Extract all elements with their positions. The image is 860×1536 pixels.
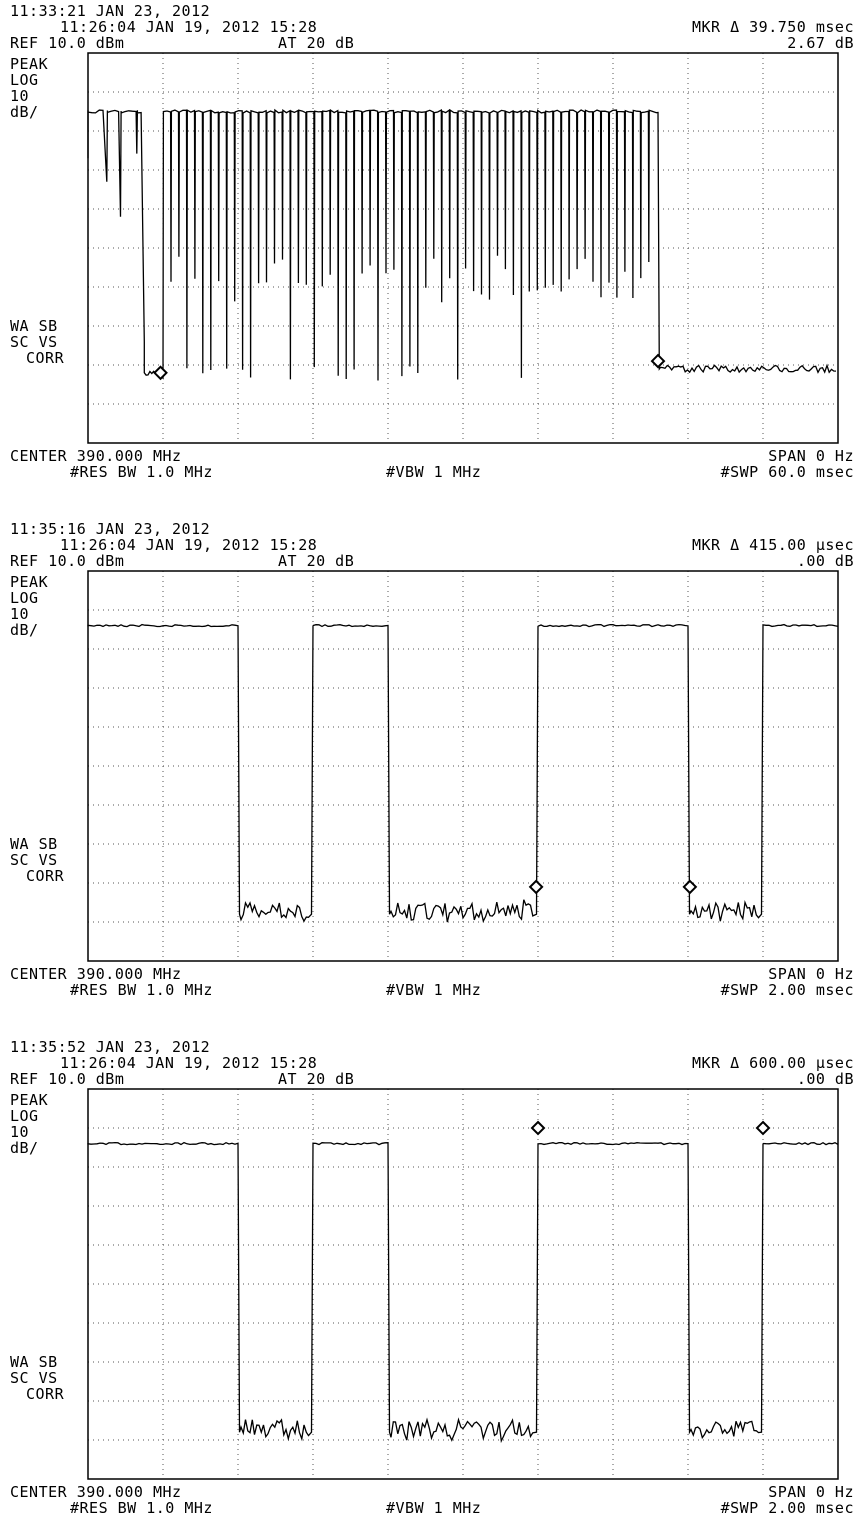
flag-label-1: WA SB [10, 1353, 58, 1371]
analyzer-panel-2: 11:35:16 JAN 23, 2012 11:26:04 JAN 19, 20… [0, 518, 860, 1018]
scale-unit-label: dB/ [10, 103, 39, 121]
span-label: SPAN 0 Hz [768, 447, 854, 465]
flag-label-2: SC VS [10, 333, 58, 351]
stored-timestamp-label: 11:26:04 JAN 19, 2012 15:28 [60, 536, 318, 554]
signal-trace [87, 1141, 839, 1444]
scale-unit-label: dB/ [10, 621, 39, 639]
center-frequency-label: CENTER 390.000 MHz [10, 965, 182, 983]
flag-label-2: SC VS [10, 851, 58, 869]
marker-delta-label: .00 dB [796, 1070, 854, 1088]
marker-readout-label: MKR Δ 415.00 μsec [691, 536, 854, 554]
analyzer-panel-1: 11:33:21 JAN 23, 2012 11:26:04 JAN 19, 20… [0, 0, 860, 500]
plot-frame [87, 52, 839, 444]
span-label: SPAN 0 Hz [768, 965, 854, 983]
detector-label: PEAK [10, 55, 49, 73]
marker-readout-label: MKR Δ 600.00 μsec [691, 1054, 854, 1072]
plot-frame [87, 1088, 839, 1480]
flag-label-3: CORR [26, 1385, 65, 1403]
marker-diamond-2 [755, 1120, 771, 1136]
flag-label-3: CORR [26, 349, 65, 367]
signal-trace [87, 108, 837, 381]
marker-diamond-1 [153, 365, 168, 381]
marker-diamond-1 [528, 879, 544, 895]
sweep-time-label: #SWP 2.00 msec [720, 1499, 854, 1517]
timestamp-label: 11:35:16 JAN 23, 2012 [10, 520, 211, 538]
span-label: SPAN 0 Hz [768, 1483, 854, 1501]
flag-label-2: SC VS [10, 1369, 58, 1387]
graticule [88, 53, 838, 443]
trace-plot-3 [87, 1088, 839, 1480]
scale-log-label: LOG [10, 1107, 39, 1125]
ref-level-label: REF 10.0 dBm [10, 1070, 125, 1088]
plot-frame [87, 570, 839, 962]
marker-diamond-2 [650, 353, 666, 369]
flag-label-1: WA SB [10, 835, 58, 853]
ref-level-label: REF 10.0 dBm [10, 552, 125, 570]
attenuation-label: AT 20 dB [278, 1070, 355, 1088]
scale-log-label: LOG [10, 589, 39, 607]
flag-label-3: CORR [26, 867, 65, 885]
marker-readout-label: MKR Δ 39.750 msec [691, 18, 854, 36]
marker-diamond-2 [682, 879, 698, 895]
trace-plot-1 [87, 52, 839, 444]
res-bw-label: #RES BW 1.0 MHz [70, 463, 213, 481]
sweep-time-label: #SWP 2.00 msec [720, 981, 854, 999]
scale-value-label: 10 [10, 605, 30, 623]
res-bw-label: #RES BW 1.0 MHz [70, 1499, 213, 1517]
vbw-label: #VBW 1 MHz [386, 981, 482, 999]
detector-label: PEAK [10, 1091, 49, 1109]
flag-label-1: WA SB [10, 317, 58, 335]
trace-plot-2 [87, 570, 839, 962]
signal-trace [87, 623, 839, 924]
center-frequency-label: CENTER 390.000 MHz [10, 1483, 182, 1501]
graticule [88, 571, 838, 961]
timestamp-label: 11:33:21 JAN 23, 2012 [10, 2, 211, 20]
scale-value-label: 10 [10, 87, 30, 105]
graticule [88, 1089, 838, 1479]
analyzer-panel-3: 11:35:52 JAN 23, 2012 11:26:04 JAN 19, 20… [0, 1036, 860, 1536]
vbw-label: #VBW 1 MHz [386, 463, 482, 481]
vbw-label: #VBW 1 MHz [386, 1499, 482, 1517]
marker-delta-label: 2.67 dB [787, 34, 854, 52]
scale-unit-label: dB/ [10, 1139, 39, 1157]
scale-value-label: 10 [10, 1123, 30, 1141]
center-frequency-label: CENTER 390.000 MHz [10, 447, 182, 465]
marker-delta-label: .00 dB [796, 552, 854, 570]
res-bw-label: #RES BW 1.0 MHz [70, 981, 213, 999]
scale-log-label: LOG [10, 71, 39, 89]
ref-level-label: REF 10.0 dBm [10, 34, 125, 52]
timestamp-label: 11:35:52 JAN 23, 2012 [10, 1038, 211, 1056]
attenuation-label: AT 20 dB [278, 34, 355, 52]
detector-label: PEAK [10, 573, 49, 591]
stored-timestamp-label: 11:26:04 JAN 19, 2012 15:28 [60, 18, 318, 36]
stored-timestamp-label: 11:26:04 JAN 19, 2012 15:28 [60, 1054, 318, 1072]
attenuation-label: AT 20 dB [278, 552, 355, 570]
sweep-time-label: #SWP 60.0 msec [720, 463, 854, 481]
marker-diamond-1 [530, 1120, 546, 1136]
